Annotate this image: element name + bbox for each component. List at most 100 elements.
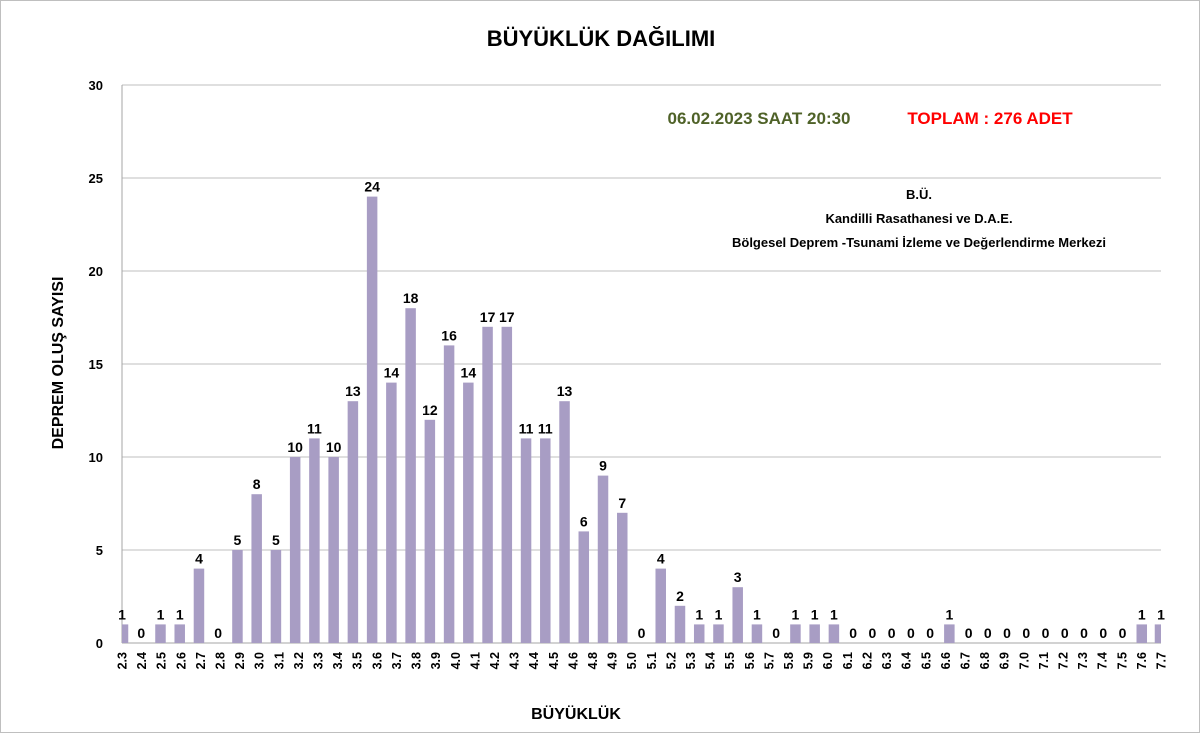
data-label: 0 — [1061, 625, 1069, 641]
bar — [578, 531, 590, 643]
x-tick-label: 4.0 — [449, 652, 463, 669]
data-label: 1 — [792, 606, 800, 622]
x-tick-label: 3.3 — [312, 652, 326, 669]
data-label: 1 — [715, 606, 723, 622]
bar — [482, 326, 493, 643]
x-tick-label: 5.4 — [704, 652, 718, 669]
data-label: 0 — [1042, 625, 1050, 641]
x-tick-label: 5.5 — [723, 652, 737, 669]
data-label: 18 — [403, 290, 419, 306]
x-tick-label: 5.8 — [782, 652, 796, 669]
data-label: 17 — [480, 309, 496, 325]
bar — [309, 438, 320, 643]
data-label: 0 — [1003, 625, 1011, 641]
y-axis-title: DEPREM OLUŞ SAYISI — [50, 277, 67, 450]
bar — [520, 438, 532, 643]
bar — [809, 624, 820, 643]
data-label: 0 — [926, 625, 934, 641]
bar — [155, 624, 166, 643]
data-label: 8 — [253, 476, 261, 492]
data-label: 0 — [965, 625, 973, 641]
data-label: 0 — [1099, 625, 1107, 641]
data-label: 5 — [272, 532, 280, 548]
data-label: 0 — [214, 625, 222, 641]
bar — [828, 624, 840, 643]
x-tick-label: 7.6 — [1135, 652, 1149, 669]
data-label: 5 — [234, 532, 242, 548]
x-tick-label: 7.2 — [1056, 652, 1070, 669]
x-tick-label: 2.4 — [135, 652, 149, 669]
y-tick-label: 15 — [89, 357, 103, 372]
x-tick-label: 7.3 — [1076, 652, 1090, 669]
data-label: 0 — [888, 625, 896, 641]
data-label: 0 — [1119, 625, 1127, 641]
data-label: 0 — [849, 625, 857, 641]
bar — [1154, 624, 1161, 643]
data-label: 17 — [499, 309, 515, 325]
data-label: 0 — [772, 625, 780, 641]
bar — [443, 345, 455, 643]
data-label: 4 — [657, 551, 665, 567]
x-tick-label: 7.0 — [1017, 652, 1031, 669]
x-tick-label: 6.0 — [821, 652, 835, 669]
date-annotation: 06.02.2023 SAAT 20:30 — [667, 109, 850, 128]
data-label: 1 — [753, 606, 761, 622]
bar — [193, 568, 205, 643]
x-tick-label: 2.9 — [233, 652, 247, 669]
data-label: 1 — [176, 606, 184, 622]
data-label: 0 — [1080, 625, 1088, 641]
x-tick-label: 4.6 — [566, 652, 580, 669]
x-tick-label: 7.5 — [1115, 652, 1129, 669]
x-tick-label: 6.3 — [880, 652, 894, 669]
x-tick-label: 2.7 — [194, 652, 208, 669]
data-label: 1 — [945, 606, 953, 622]
data-label: 0 — [137, 625, 145, 641]
x-tick-label: 3.8 — [410, 652, 424, 669]
x-tick-label: 5.2 — [664, 652, 678, 669]
bar — [386, 382, 397, 643]
bar — [751, 624, 763, 643]
bar — [270, 550, 282, 643]
x-tick-label: 6.8 — [978, 652, 992, 669]
bar — [463, 382, 474, 643]
bar — [232, 550, 243, 643]
data-label: 1 — [1157, 606, 1165, 622]
data-label: 1 — [811, 606, 819, 622]
x-axis-title: BÜYÜKLÜK — [531, 704, 621, 723]
x-tick-label: 4.5 — [547, 652, 561, 669]
source-line-2: Kandilli Rasathanesi ve D.A.E. — [825, 211, 1012, 226]
bar — [713, 624, 724, 643]
x-tick-label: 6.5 — [919, 652, 933, 669]
x-tick-label: 5.1 — [645, 652, 659, 669]
x-tick-label: 3.4 — [331, 652, 345, 669]
x-tick-label: 7.4 — [1096, 652, 1110, 669]
data-label: 13 — [345, 383, 361, 399]
data-label: 4 — [195, 551, 203, 567]
bar — [501, 326, 513, 643]
bar — [655, 568, 666, 643]
x-axis-ticks: 2.3 2.4 2.5 2.6 2.7 2.8 2.9 3.0 3.1 3.2 3.3 3.4 3.5 3… — [116, 652, 1169, 669]
data-label: 7 — [618, 495, 626, 511]
x-tick-label: 4.3 — [508, 652, 522, 669]
data-label: 0 — [1022, 625, 1030, 641]
x-tick-label: 4.4 — [527, 652, 541, 669]
data-label: 11 — [307, 420, 322, 436]
x-tick-label: 5.0 — [625, 652, 639, 669]
bar — [693, 624, 705, 643]
x-tick-label: 5.3 — [684, 652, 698, 669]
data-label: 11 — [538, 420, 553, 436]
bar — [674, 605, 686, 643]
data-label: 9 — [599, 458, 607, 474]
y-tick-label: 0 — [96, 636, 103, 651]
x-tick-label: 4.2 — [488, 652, 502, 669]
bar — [540, 438, 551, 643]
data-label: 1 — [830, 606, 838, 622]
x-tick-label: 6.4 — [900, 652, 914, 669]
bar — [366, 196, 378, 643]
x-tick-label: 2.5 — [155, 652, 169, 669]
x-tick-label: 3.5 — [351, 652, 365, 669]
data-label: 12 — [422, 402, 438, 418]
bar — [1136, 624, 1148, 643]
